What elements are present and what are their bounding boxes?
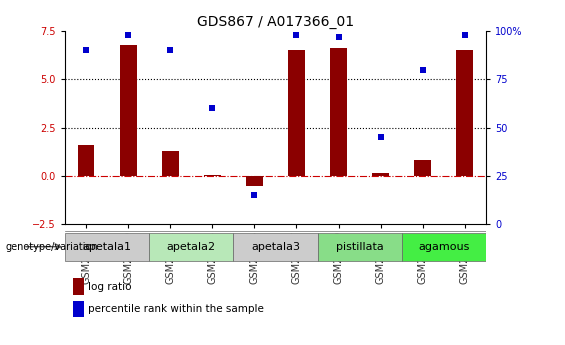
Bar — [288, 50, 305, 176]
Bar — [120, 45, 137, 176]
Bar — [162, 151, 179, 176]
Bar — [65, 233, 149, 261]
Point — [334, 34, 343, 40]
Bar — [318, 233, 402, 261]
Text: percentile rank within the sample: percentile rank within the sample — [88, 304, 263, 314]
Text: pistillata: pistillata — [336, 242, 384, 252]
Point — [124, 32, 133, 38]
Bar — [233, 233, 318, 261]
Bar — [402, 233, 486, 261]
Text: genotype/variation: genotype/variation — [6, 242, 98, 252]
Bar — [149, 233, 233, 261]
Text: apetala2: apetala2 — [167, 242, 216, 252]
Title: GDS867 / A017366_01: GDS867 / A017366_01 — [197, 14, 354, 29]
Text: apetala3: apetala3 — [251, 242, 300, 252]
Text: apetala1: apetala1 — [82, 242, 132, 252]
Bar — [372, 173, 389, 176]
Bar — [414, 160, 431, 176]
Point — [250, 193, 259, 198]
Point — [418, 67, 427, 72]
Point — [460, 32, 470, 38]
Bar — [457, 50, 473, 176]
Text: log ratio: log ratio — [88, 282, 131, 292]
Point — [166, 48, 175, 53]
Text: agamous: agamous — [418, 242, 470, 252]
Point — [208, 106, 217, 111]
Point — [292, 32, 301, 38]
Point — [81, 48, 90, 53]
Bar — [246, 176, 263, 186]
Bar — [77, 145, 94, 176]
Bar — [330, 48, 347, 176]
Bar — [204, 175, 221, 176]
Point — [376, 135, 385, 140]
